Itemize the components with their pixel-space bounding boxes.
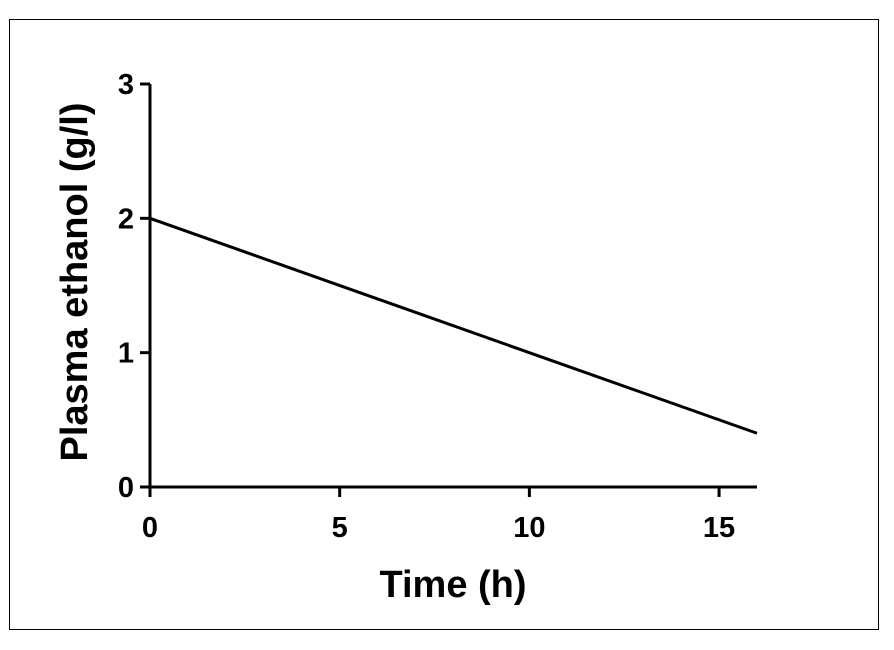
x-axis-title: Time (h) <box>379 564 526 606</box>
series-group <box>149 216 758 435</box>
y-tick-label: 2 <box>118 203 134 235</box>
x-tick-label: 10 <box>513 512 545 544</box>
x-tick-label: 15 <box>703 512 735 544</box>
y-axis-title: Plasma ethanol (g/l) <box>54 103 96 462</box>
x-tick-label: 0 <box>142 512 158 544</box>
figure-frame <box>9 19 879 630</box>
y-tick-label: 3 <box>118 69 134 101</box>
y-tick-label: 1 <box>118 338 134 370</box>
y-tick-label: 0 <box>118 472 134 504</box>
axes: 0 1 2 3 0 5 10 15 <box>118 69 757 544</box>
x-tick-label: 5 <box>332 512 348 544</box>
series-line <box>149 216 758 435</box>
